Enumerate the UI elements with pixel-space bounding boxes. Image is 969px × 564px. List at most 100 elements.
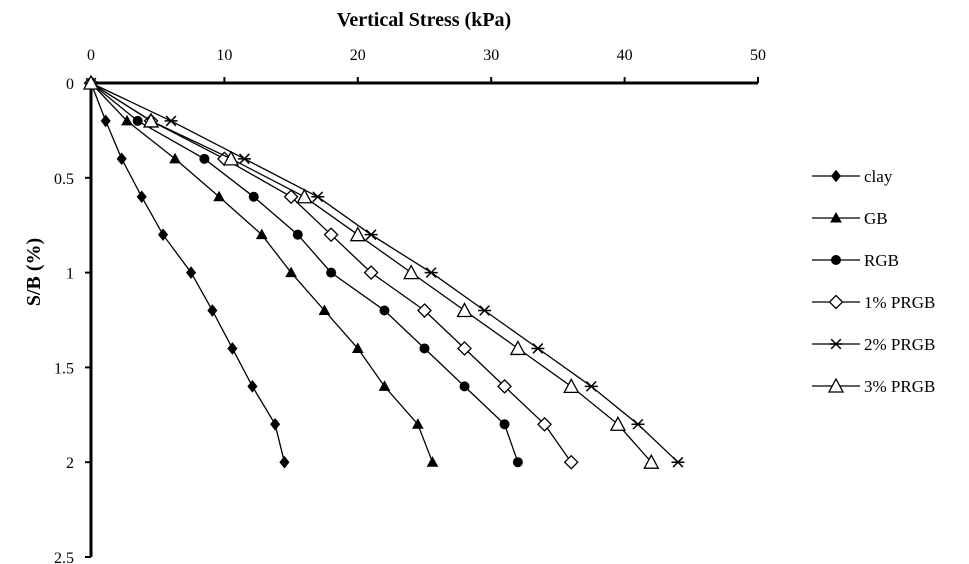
series-2pct-prgb	[84, 77, 685, 468]
plot-area	[82, 74, 685, 470]
legend-label: 2% PRGB	[864, 335, 935, 354]
y-axis-title: S/B (%)	[23, 238, 45, 306]
data-point	[296, 188, 313, 204]
data-point	[609, 415, 627, 431]
data-point	[116, 152, 127, 166]
data-point	[237, 153, 251, 165]
legend-item: 3% PRGB	[812, 377, 935, 396]
y-tick-label: 2	[66, 455, 74, 472]
series-3pct-prgb	[82, 74, 660, 469]
data-point	[248, 191, 259, 202]
y-tick-label: 1	[66, 266, 74, 283]
data-point	[424, 267, 438, 279]
data-point	[631, 418, 645, 430]
x-tick-label: 20	[350, 47, 366, 64]
data-point	[584, 380, 598, 392]
data-point	[283, 189, 299, 205]
data-point	[403, 264, 420, 280]
data-point	[563, 377, 580, 394]
data-point	[457, 341, 472, 356]
legend-marker	[830, 211, 842, 223]
series-clay	[85, 76, 290, 469]
data-point	[512, 457, 523, 468]
legend-label: 1% PRGB	[864, 293, 935, 312]
data-point	[142, 112, 160, 128]
data-point	[279, 455, 290, 469]
data-point	[326, 267, 337, 278]
legend-item: RGB	[812, 251, 899, 270]
data-point	[285, 266, 297, 278]
data-point	[318, 304, 331, 316]
x-axis-title: Vertical Stress (kPa)	[337, 9, 511, 31]
data-point	[227, 342, 238, 355]
data-point	[349, 226, 366, 242]
legend-marker	[829, 338, 843, 350]
legend-label: RGB	[864, 251, 899, 270]
data-point	[378, 380, 391, 391]
data-point	[671, 456, 685, 468]
series-rgb	[86, 78, 523, 468]
legend-marker	[828, 294, 844, 310]
data-point	[351, 342, 364, 353]
data-point	[292, 229, 303, 240]
data-point	[311, 191, 325, 203]
series-line	[90, 82, 679, 463]
data-point	[478, 305, 492, 316]
data-point	[213, 190, 225, 202]
data-point	[417, 303, 432, 318]
axes: 0 10 20 30 40 50 0 0.5 1 1.5 2 2.5	[54, 47, 766, 564]
legend-item: 2% PRGB	[812, 335, 935, 354]
data-point	[379, 305, 390, 316]
data-point	[255, 228, 268, 240]
data-point	[136, 190, 147, 204]
data-point	[426, 456, 439, 467]
data-point	[186, 266, 197, 279]
data-point	[531, 343, 545, 354]
data-point	[169, 152, 181, 164]
data-point	[222, 150, 240, 166]
legend-item: 1% PRGB	[812, 293, 935, 312]
series-line	[90, 82, 434, 463]
y-tick-label: 2.5	[54, 550, 74, 564]
data-point	[270, 417, 281, 431]
legend: clay GB RGB 1% PRGB 2% PRGB 3% PRGB	[812, 167, 935, 396]
data-point	[363, 265, 379, 281]
legend-label: 3% PRGB	[864, 377, 935, 396]
data-point	[100, 114, 111, 128]
legend-item: GB	[812, 209, 888, 228]
legend-label: clay	[864, 167, 893, 186]
y-tick-label: 0.5	[54, 171, 74, 188]
y-tick-label: 1.5	[54, 360, 74, 377]
data-point	[509, 340, 526, 356]
data-point	[157, 228, 169, 241]
data-point	[419, 343, 430, 354]
data-point	[364, 229, 378, 241]
data-point	[164, 115, 178, 127]
x-tick-label: 30	[483, 47, 499, 64]
data-point	[207, 304, 218, 317]
legend-label: GB	[864, 209, 888, 228]
data-point	[537, 416, 552, 432]
data-point	[499, 419, 510, 430]
data-point	[643, 453, 660, 469]
data-point	[199, 153, 210, 164]
data-point	[459, 381, 470, 392]
data-point	[456, 302, 473, 318]
data-point	[563, 454, 579, 470]
legend-marker	[831, 255, 841, 265]
data-point	[323, 227, 339, 243]
y-tick-label: 0	[66, 76, 74, 93]
data-point	[82, 74, 100, 90]
data-point	[121, 114, 133, 126]
data-point	[497, 378, 512, 394]
data-point	[411, 418, 424, 429]
data-point	[247, 380, 258, 393]
legend-marker	[830, 169, 842, 183]
data-point	[132, 115, 143, 126]
x-tick-label: 0	[87, 47, 95, 64]
x-tick-label: 50	[750, 47, 766, 64]
series-gb	[85, 76, 439, 467]
x-tick-label: 40	[617, 47, 633, 64]
legend-marker	[827, 377, 845, 393]
